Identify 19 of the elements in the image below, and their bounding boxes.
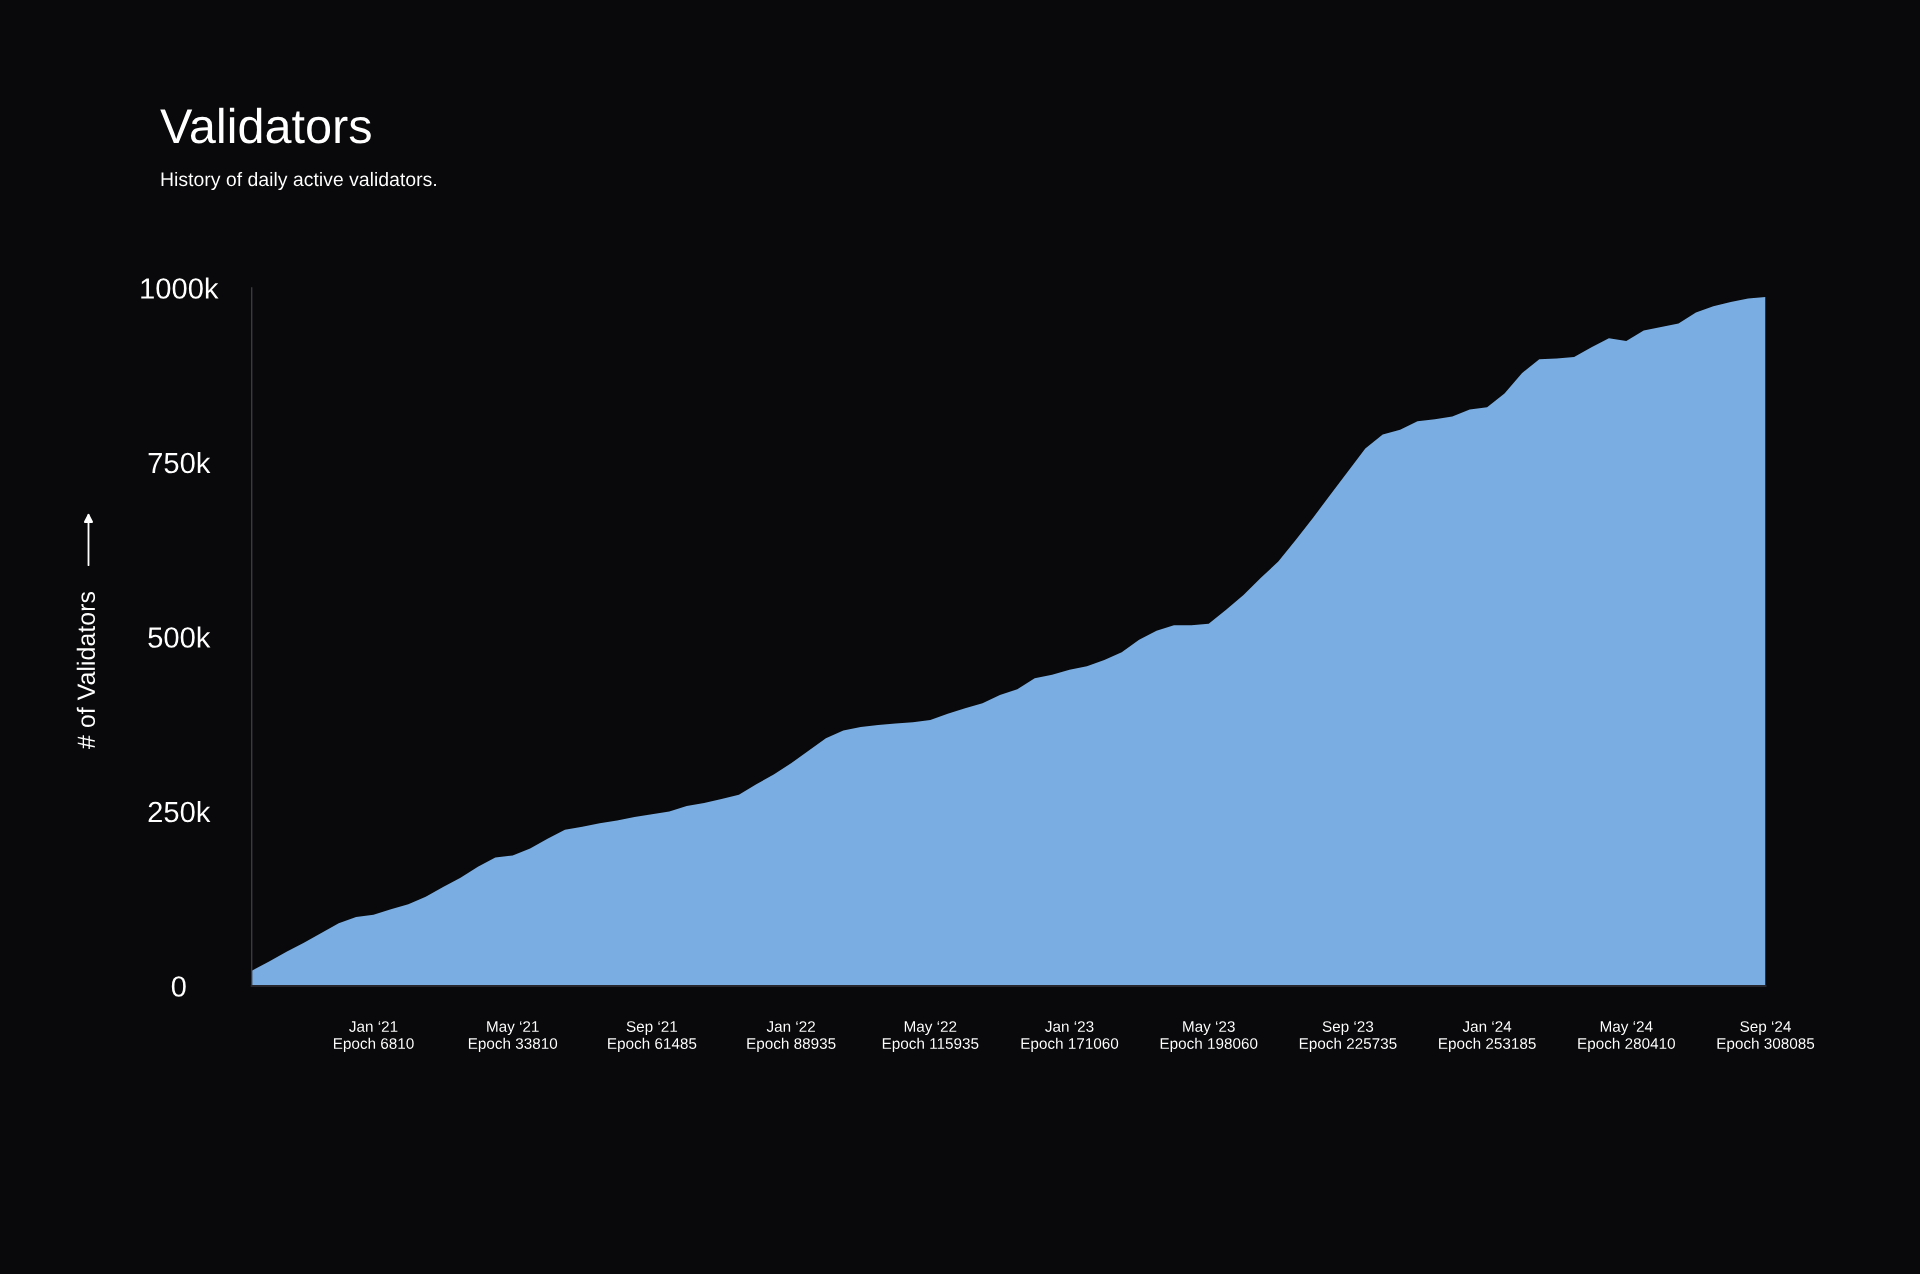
x-tick-label: Jan ‘24 Epoch 253185 — [1439, 1021, 1536, 1052]
y-tick-label: 250k — [148, 800, 211, 823]
y-tick-label: 0 — [171, 976, 186, 997]
x-tick-label: Sep ‘21 Epoch 61485 — [608, 1021, 697, 1052]
x-tick-label: Sep ‘23 Epoch 225735 — [1299, 1021, 1397, 1052]
x-tick-label: May ‘23 Epoch 198060 — [1160, 1021, 1258, 1052]
x-tick-label: Jan ‘22 Epoch 88935 — [747, 1021, 836, 1052]
x-tick-label: Sep ‘24 Epoch 308085 — [1717, 1021, 1815, 1052]
x-tick-label: May ‘24 Epoch 280410 — [1578, 1021, 1675, 1052]
x-tick-label: Jan ‘21 Epoch 6810 — [333, 1021, 414, 1052]
x-tick-label: May ‘21 Epoch 33810 — [468, 1021, 558, 1052]
y-tick-label: 1000k — [141, 277, 219, 299]
chart-subtitle: History of daily active validators. — [161, 171, 436, 191]
y-tick-label: 500k — [148, 626, 211, 648]
y-axis-title: # of Validators — [76, 591, 96, 749]
y-tick-label: 750k — [148, 451, 211, 474]
chart-title: Validators — [160, 107, 371, 144]
x-tick-label: Jan ‘23 Epoch 171060 — [1021, 1021, 1119, 1052]
x-tick-label: May ‘22 Epoch 115935 — [882, 1021, 979, 1052]
